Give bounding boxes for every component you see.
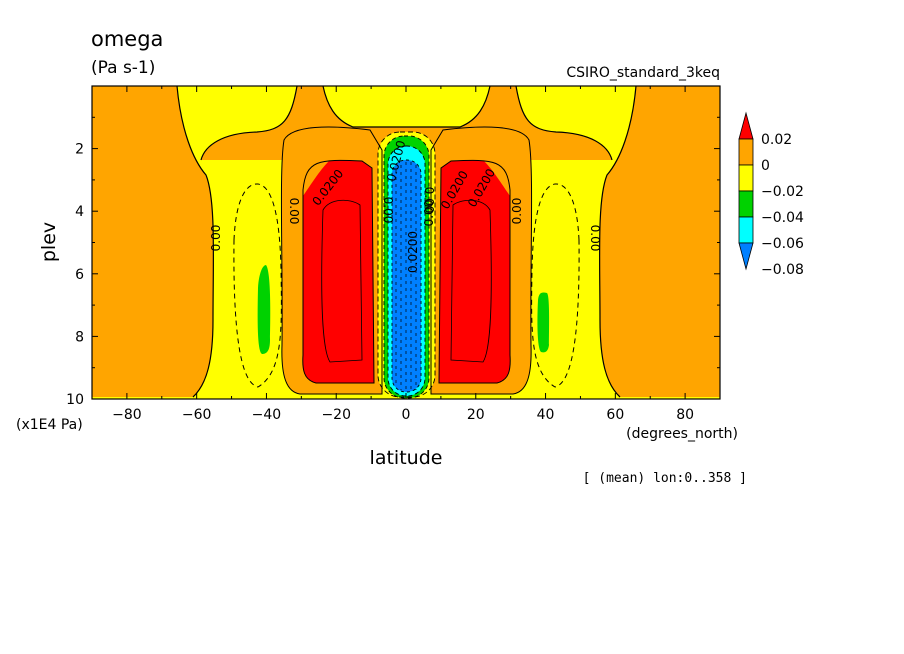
colorbar-label: −0.08	[761, 262, 804, 278]
averaging-note: [ (mean) lon:0..358 ]	[583, 471, 747, 486]
contour-south-dashed-oval	[233, 183, 282, 388]
contour-equatorial-outer	[377, 131, 436, 398]
contour-label: 0.00	[287, 198, 301, 225]
contour-zero-north	[598, 86, 637, 398]
colorbar-swatch	[738, 138, 754, 166]
colorbar-swatch	[738, 164, 754, 192]
x-axis: −80 −60 −40 −20 0 20 40 60 80	[91, 86, 721, 423]
colorbar-swatch	[738, 190, 754, 218]
y-tick-label: 4	[75, 204, 84, 220]
colorbar-top-triangle	[738, 111, 754, 140]
contour-zero-cap	[322, 86, 491, 128]
contour-equatorial-mid	[383, 135, 430, 399]
contour-south-red-edge	[302, 159, 375, 384]
x-tick-label: 20	[467, 407, 485, 423]
region-north-descent-red	[439, 160, 511, 383]
x-tick-label: −20	[321, 407, 351, 423]
contour-zero-upper-south	[200, 86, 298, 161]
contour-label: 0.00	[422, 187, 436, 214]
contour-north-orange-edge	[430, 126, 533, 395]
contour-north-dashed-oval	[531, 183, 580, 388]
contour-label: 0.00	[422, 200, 436, 227]
x-axis-title: latitude	[370, 447, 443, 469]
colorbar-label: −0.04	[761, 210, 804, 226]
contour-label: 0.00	[510, 198, 524, 225]
colorbar-swatch	[738, 216, 754, 244]
y-tick-label: 6	[75, 267, 84, 283]
y-tick-label: 10	[66, 392, 84, 408]
y-axis-title: plev	[38, 222, 60, 262]
contour-north-red-inner	[450, 199, 492, 363]
contour-lines	[176, 86, 637, 399]
variable-title: omega	[91, 27, 163, 51]
colorbar: 0.02 0 −0.02 −0.04 −0.06 −0.08	[738, 111, 804, 278]
contour-zero-upper-north	[515, 86, 613, 161]
x-tick-label: 40	[537, 407, 555, 423]
colorbar-label: 0.02	[761, 132, 792, 148]
contour-equatorial-hatching	[395, 162, 417, 392]
region-south-descent-red	[302, 160, 374, 383]
contour-label: 0.0200	[406, 231, 420, 273]
contour-label: 0.00	[209, 225, 223, 252]
contour-label: 0.00	[381, 197, 395, 224]
region-south-midlatitude-green	[257, 265, 271, 354]
colorbar-label: −0.06	[761, 236, 804, 252]
region-equatorial-blue	[392, 160, 421, 392]
y-axis: 2 4 6 8 10	[66, 116, 720, 408]
colorbar-bottom-triangle	[738, 242, 754, 271]
x-tick-label: −60	[182, 407, 212, 423]
colorbar-label: 0	[761, 158, 770, 174]
y-axis-units: (x1E4 Pa)	[16, 417, 83, 433]
x-tick-label: −40	[252, 407, 282, 423]
contour-zero-south	[176, 86, 215, 398]
y-tick-label: 8	[75, 329, 84, 345]
x-tick-label: 60	[606, 407, 624, 423]
colorbar-label: −0.02	[761, 184, 804, 200]
contour-equatorial-inner	[387, 145, 426, 397]
contour-north-red-edge	[438, 159, 511, 384]
x-tick-label: −80	[112, 407, 142, 423]
x-tick-label: 0	[402, 407, 411, 423]
x-tick-label: 80	[676, 407, 694, 423]
region-yellow-cap	[323, 86, 490, 127]
y-tick-label: 2	[75, 142, 84, 158]
filled-contour-field	[92, 86, 720, 399]
contour-label: 0.00	[588, 225, 602, 252]
contour-south-orange-edge	[280, 126, 383, 395]
x-axis-units: (degrees_north)	[626, 426, 738, 442]
contour-equatorial-core	[391, 159, 422, 393]
contour-south-red-inner	[321, 199, 363, 363]
units-label: (Pa s-1)	[91, 58, 155, 78]
region-north-midlatitude-green	[537, 292, 550, 353]
dataset-label: CSIRO_standard_3keq	[566, 65, 720, 81]
